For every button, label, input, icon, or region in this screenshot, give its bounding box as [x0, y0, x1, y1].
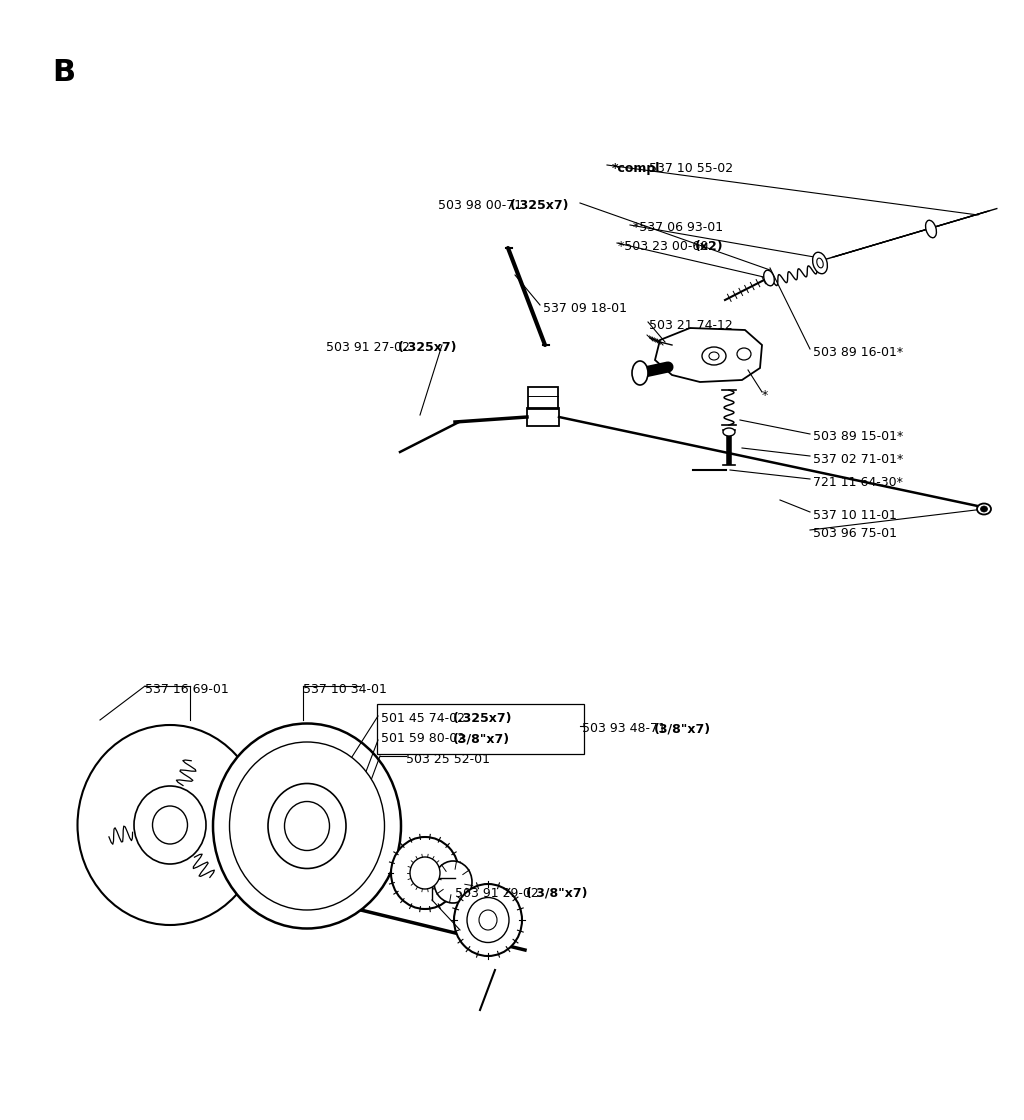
Text: 503 93 48-71: 503 93 48-71 — [582, 722, 670, 735]
Text: 503 96 75-01: 503 96 75-01 — [813, 528, 897, 540]
Text: (x2): (x2) — [695, 240, 724, 253]
Ellipse shape — [709, 352, 719, 360]
Text: (.325x7): (.325x7) — [397, 340, 457, 354]
Text: *compl: *compl — [612, 162, 660, 175]
Ellipse shape — [285, 802, 330, 850]
Ellipse shape — [737, 348, 751, 360]
Text: *537 06 93-01: *537 06 93-01 — [633, 221, 723, 234]
Text: 503 91 29-02: 503 91 29-02 — [455, 887, 543, 900]
Text: *503 23 00-60: *503 23 00-60 — [618, 240, 713, 253]
Text: 503 89 16-01*: 503 89 16-01* — [813, 346, 903, 360]
Ellipse shape — [391, 837, 459, 909]
Text: 537 10 11-01: 537 10 11-01 — [813, 508, 897, 522]
Text: *: * — [762, 389, 768, 402]
Text: 501 59 80-02: 501 59 80-02 — [381, 732, 469, 745]
Text: B: B — [52, 58, 75, 87]
Text: 537 16 69-01: 537 16 69-01 — [145, 683, 228, 696]
Ellipse shape — [632, 361, 648, 385]
Ellipse shape — [723, 428, 735, 436]
Ellipse shape — [454, 884, 522, 956]
Text: 501 45 74-02: 501 45 74-02 — [381, 712, 469, 725]
Text: ( 3/8"x7): ( 3/8"x7) — [526, 887, 588, 900]
Ellipse shape — [764, 270, 774, 286]
Text: (.325x7): (.325x7) — [453, 712, 512, 725]
Ellipse shape — [78, 725, 262, 925]
Ellipse shape — [981, 506, 987, 512]
Ellipse shape — [702, 347, 726, 365]
Ellipse shape — [229, 743, 384, 909]
Ellipse shape — [268, 784, 346, 868]
Text: 503 98 00-71: 503 98 00-71 — [438, 199, 526, 212]
Text: 721 11 64-30*: 721 11 64-30* — [813, 476, 903, 489]
Ellipse shape — [977, 504, 991, 514]
Text: 537 09 18-01: 537 09 18-01 — [543, 302, 627, 315]
Text: 503 21 74-12: 503 21 74-12 — [649, 319, 733, 332]
Ellipse shape — [134, 786, 206, 864]
Ellipse shape — [467, 897, 509, 943]
Text: 537 10 55-02: 537 10 55-02 — [645, 162, 733, 175]
Ellipse shape — [817, 258, 823, 268]
Ellipse shape — [434, 861, 472, 903]
Text: (3/8"x7): (3/8"x7) — [453, 732, 510, 745]
Ellipse shape — [410, 857, 440, 889]
Ellipse shape — [213, 724, 401, 928]
Text: (.325x7): (.325x7) — [510, 199, 569, 212]
Text: 503 89 15-01*: 503 89 15-01* — [813, 430, 903, 444]
Text: 537 10 34-01: 537 10 34-01 — [303, 683, 387, 696]
Ellipse shape — [479, 909, 497, 930]
Ellipse shape — [813, 252, 827, 273]
Ellipse shape — [926, 221, 936, 237]
Ellipse shape — [153, 806, 187, 844]
Text: 503 25 52-01: 503 25 52-01 — [406, 753, 490, 766]
Text: (3/8"x7): (3/8"x7) — [653, 722, 711, 735]
Text: 503 91 27-02: 503 91 27-02 — [326, 340, 414, 354]
Text: 537 02 71-01*: 537 02 71-01* — [813, 452, 903, 466]
